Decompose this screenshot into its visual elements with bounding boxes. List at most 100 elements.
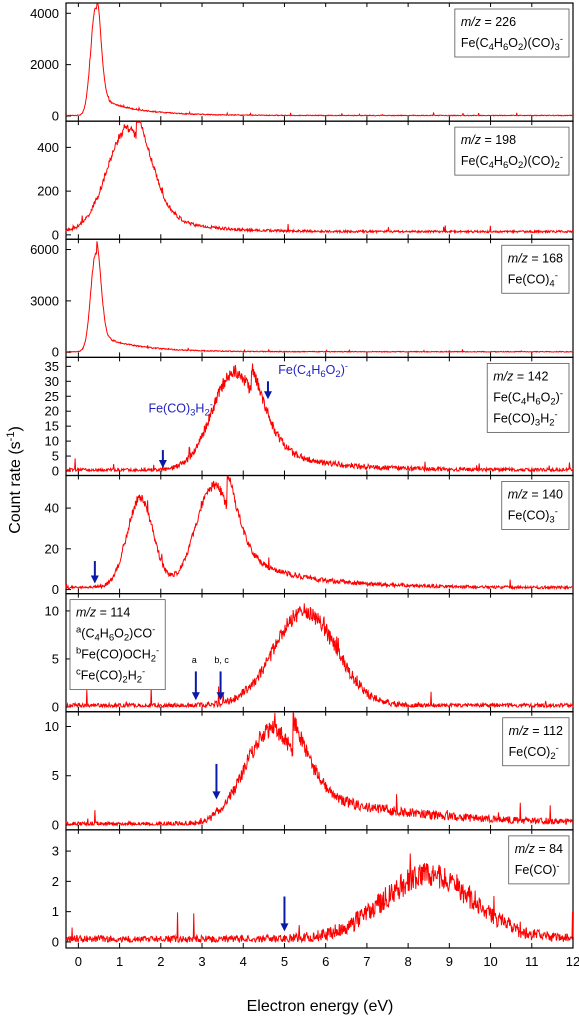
legend-line-part: ) bbox=[556, 390, 560, 404]
legend-line-part: = 140 bbox=[528, 488, 563, 502]
y-tick-label: 6000 bbox=[30, 242, 59, 257]
panel-5: 0 20 40 m/z = 140 Fe(CO)3- bbox=[45, 474, 574, 597]
x-tick-label: 7 bbox=[363, 954, 370, 969]
spectrum-line bbox=[65, 603, 574, 709]
legend-line-part: = 198 bbox=[481, 133, 516, 147]
panel-3: 0 3000 6000 m/z = 168 Fe(CO)4- bbox=[30, 238, 574, 360]
arrow-head bbox=[263, 391, 272, 400]
panel-8: 0 1 2 3 m/z = 84 Fe(CO)- bbox=[52, 829, 574, 949]
legend-line-part: 2 bbox=[137, 675, 142, 686]
x-tick-label: 3 bbox=[198, 954, 205, 969]
legend-line-part: - bbox=[560, 34, 563, 45]
legend-line-part: )(CO) bbox=[523, 154, 554, 168]
legend-line-part: a bbox=[76, 625, 82, 636]
legend-line-part: Fe(CO) bbox=[81, 669, 123, 683]
annotation-label-part: - bbox=[345, 361, 348, 372]
legend-line-part: H bbox=[526, 390, 535, 404]
legend-box: m/z = 140 Fe(CO)3- bbox=[501, 481, 570, 530]
annotation-label-part: ) bbox=[341, 363, 345, 377]
x-tick-label: 2 bbox=[157, 954, 164, 969]
y-tick-label: 40 bbox=[45, 501, 59, 516]
y-tick-label: 5 bbox=[52, 449, 59, 464]
legend-line-part: = 84 bbox=[535, 842, 563, 856]
legend-line-part: O bbox=[541, 390, 551, 404]
x-tick-label: 6 bbox=[322, 954, 329, 969]
legend-line-part: 3 bbox=[555, 42, 560, 53]
annotation-label: Fe(C4H6O2)- bbox=[278, 361, 348, 380]
legend-line-part: 2 bbox=[550, 751, 555, 762]
legend-frame bbox=[69, 599, 166, 691]
legend-line-part: = 168 bbox=[528, 251, 563, 265]
legend-line-part: Fe(CO) bbox=[509, 745, 551, 759]
legend-line-part: - bbox=[142, 667, 145, 678]
legend-line: m/z = 112 bbox=[509, 724, 563, 738]
legend-line-part: 4 bbox=[95, 633, 100, 644]
y-tick-label: 15 bbox=[45, 419, 59, 434]
x-tick-label: 10 bbox=[483, 954, 497, 969]
legend-line-part: 6 bbox=[109, 633, 114, 644]
legend-box: m/z = 168 Fe(CO)4- bbox=[501, 244, 570, 294]
y-tick-label: 1 bbox=[52, 904, 59, 919]
legend-line-part: (C bbox=[81, 627, 94, 641]
x-tick-label: 5 bbox=[281, 954, 288, 969]
y-tick-label: 0 bbox=[52, 934, 59, 949]
spectrum-line bbox=[65, 712, 574, 827]
spectrum-line bbox=[65, 241, 574, 353]
legend-line-part: 2 bbox=[122, 675, 127, 686]
legend-line-part: 6 bbox=[503, 160, 508, 171]
legend-line-part: - bbox=[560, 388, 563, 399]
y-tick-label: 0 bbox=[52, 464, 59, 479]
y-tick-label: 10 bbox=[45, 603, 59, 618]
legend-line-part: 6 bbox=[503, 42, 508, 53]
x-axis-ticks: 0 1 2 3 4 5 6 7 8 9 10 11 12 bbox=[75, 954, 579, 969]
x-tick-label: 1 bbox=[116, 954, 123, 969]
legend-line-part: = 226 bbox=[481, 15, 516, 29]
spectrum-line bbox=[65, 363, 574, 473]
legend-line-part: O bbox=[114, 627, 124, 641]
y-tick-label: 200 bbox=[37, 184, 59, 199]
panel-1: 0 2000 4000 m/z = 226 Fe(C4H6O2)(CO)3- bbox=[30, 2, 574, 123]
legend-line-part: H bbox=[494, 36, 503, 50]
legend-line-part: 3 bbox=[535, 417, 540, 428]
y-axis-title-main: Count rate (s bbox=[7, 441, 24, 533]
legend-frame bbox=[508, 835, 570, 885]
legend-line-part: Fe(CO) bbox=[508, 509, 550, 523]
legend-line-part: 3 bbox=[549, 515, 554, 526]
annotation-label-part: Fe(C bbox=[278, 363, 306, 377]
x-tick-label: 12 bbox=[566, 954, 579, 969]
y-tick-label: 10 bbox=[45, 434, 59, 449]
legend-line-part: = 142 bbox=[513, 369, 548, 383]
annotation-label-part: 3 bbox=[190, 408, 195, 419]
legend-line-part: - bbox=[560, 152, 563, 163]
arrow-head bbox=[90, 575, 99, 584]
legend-line: cFe(CO)2H2- bbox=[76, 667, 145, 686]
legend-line-part: Fe(C bbox=[461, 36, 489, 50]
y-tick-label: 4000 bbox=[30, 6, 59, 21]
legend-box: m/z = 112 Fe(CO)2- bbox=[502, 717, 570, 767]
annotation-label: Fe(CO)3H2- bbox=[148, 400, 212, 419]
annotation-label-part: 2 bbox=[335, 369, 340, 380]
legend-line-part: - bbox=[556, 743, 559, 754]
arrow-head bbox=[191, 692, 200, 701]
annotation-label-part: H bbox=[195, 402, 204, 416]
legend-line-part: O bbox=[508, 154, 518, 168]
legend-line-part: 2 bbox=[549, 417, 554, 428]
x-tick-label: 4 bbox=[240, 954, 247, 969]
annotation-label-part: Fe(CO) bbox=[148, 402, 190, 416]
legend-frame bbox=[454, 8, 570, 58]
legend-line-part: Fe(CO)OCH bbox=[81, 648, 150, 662]
panel-frame bbox=[65, 474, 574, 595]
legend-line: m/z = 142 bbox=[493, 369, 548, 383]
legend-line-part: Fe(C bbox=[493, 390, 521, 404]
legend-line: bFe(CO)OCH2- bbox=[76, 646, 159, 665]
y-tick-label: 0 bbox=[52, 817, 59, 832]
annotation-label-part: - bbox=[210, 400, 213, 411]
legend-line-part: - bbox=[156, 646, 159, 657]
legend-line: Fe(CO)3H2- bbox=[493, 409, 557, 428]
legend-line-part: )(CO) bbox=[523, 36, 554, 50]
legend-frame bbox=[501, 481, 570, 530]
y-tick-label: 25 bbox=[45, 389, 59, 404]
annotation-label-part: 6 bbox=[320, 369, 325, 380]
